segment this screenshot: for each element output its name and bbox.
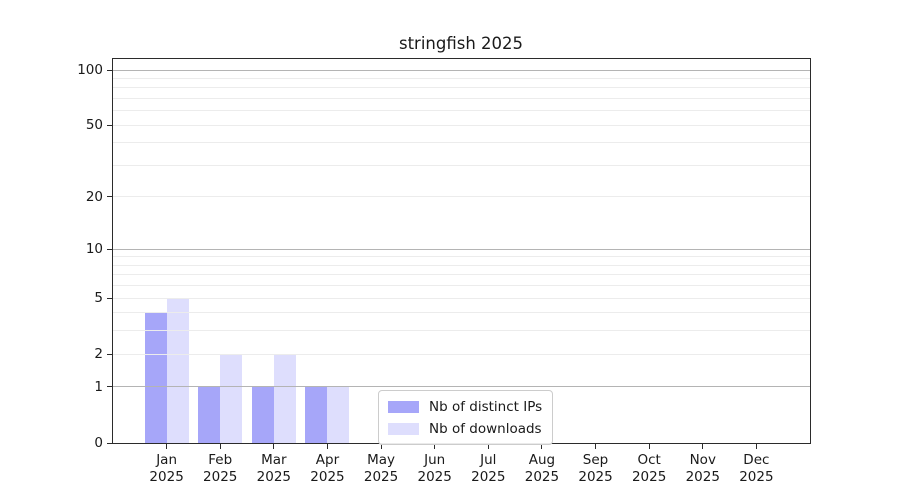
x-axis-tick-label: Feb 2025 — [203, 452, 238, 485]
chart-title: stringfish 2025 — [398, 34, 524, 53]
y-axis-tick-label: 10 — [85, 241, 103, 258]
gridline-minor — [113, 87, 810, 89]
x-axis-tick-label: Mar 2025 — [256, 452, 292, 485]
legend-item-downloads: Nb of downloads — [388, 420, 542, 437]
x-tick-mark — [326, 444, 328, 449]
legend-swatch-distinct-ips — [388, 400, 419, 413]
y-tick-mark — [107, 248, 112, 250]
x-axis-tick-label: Dec 2025 — [739, 452, 774, 485]
bar-downloads — [327, 387, 350, 443]
y-axis-tick-label: 2 — [94, 346, 103, 363]
plot-area: Nb of distinct IPs Nb of downloads — [112, 58, 811, 445]
y-tick-mark — [107, 124, 112, 126]
y-tick-mark — [107, 386, 112, 388]
gridline-minor — [113, 196, 810, 198]
y-axis-tick-label: 100 — [77, 62, 103, 78]
gridline-minor — [113, 164, 810, 166]
gridline-minor — [113, 353, 810, 355]
x-tick-mark — [380, 444, 382, 449]
y-axis-tick-label: 1 — [94, 378, 103, 395]
gridline-minor — [113, 110, 810, 112]
bar-distinct-ips — [251, 387, 274, 443]
x-tick-mark — [541, 444, 543, 449]
bar-distinct-ips — [305, 387, 328, 443]
legend-label-downloads: Nb of downloads — [429, 420, 542, 437]
y-tick-mark — [107, 353, 112, 355]
x-axis-tick-label: Jan 2025 — [149, 452, 184, 485]
gridline-major — [113, 69, 810, 71]
x-axis-tick-label: May 2025 — [363, 452, 399, 485]
y-tick-mark — [107, 196, 112, 198]
gridline-major — [113, 386, 810, 388]
gridline-minor — [113, 256, 810, 258]
legend: Nb of distinct IPs Nb of downloads — [378, 390, 554, 445]
y-axis-tick-label: 5 — [94, 290, 103, 307]
bar-downloads — [220, 354, 243, 443]
x-axis-tick-label: Jun 2025 — [417, 452, 452, 485]
gridline-minor — [113, 330, 810, 332]
gridline-minor — [113, 98, 810, 99]
gridline-minor — [113, 274, 810, 276]
x-axis-tick-label: Jul 2025 — [471, 452, 506, 485]
gridline-major — [113, 248, 810, 250]
x-tick-mark — [487, 444, 489, 449]
bar-distinct-ips — [144, 312, 167, 443]
gridline-minor — [113, 297, 810, 299]
legend-swatch-downloads — [388, 422, 419, 435]
legend-label-distinct-ips: Nb of distinct IPs — [429, 398, 543, 415]
y-axis-tick-label: 20 — [85, 188, 103, 205]
x-tick-mark — [595, 444, 597, 449]
x-tick-mark — [219, 444, 221, 449]
y-axis-tick-label: 50 — [85, 117, 103, 134]
legend-item-distinct-ips: Nb of distinct IPs — [388, 398, 542, 415]
gridline-minor — [113, 285, 810, 287]
x-axis-tick-label: Aug 2025 — [524, 452, 560, 485]
y-tick-mark — [107, 69, 112, 71]
bar-distinct-ips — [198, 387, 221, 443]
gridline-minor — [113, 312, 810, 314]
gridline-minor — [113, 142, 810, 144]
x-axis-tick-label: Apr 2025 — [310, 452, 345, 485]
gridline-minor — [113, 264, 810, 266]
y-axis-tick-label: 0 — [94, 435, 103, 451]
x-axis-tick-label: Sep 2025 — [578, 452, 613, 485]
x-tick-mark — [702, 444, 704, 449]
bar-downloads — [166, 298, 189, 443]
y-tick-mark — [107, 442, 112, 444]
x-axis-tick-label: Oct 2025 — [631, 452, 667, 485]
x-tick-mark — [273, 444, 275, 449]
x-tick-mark — [648, 444, 650, 449]
gridline-minor — [113, 124, 810, 126]
bar-downloads — [273, 354, 296, 443]
y-tick-mark — [107, 297, 112, 299]
x-axis-tick-label: Nov 2025 — [685, 452, 720, 485]
x-tick-mark — [166, 444, 168, 449]
x-tick-mark — [434, 444, 436, 449]
gridline-minor — [113, 77, 810, 79]
x-tick-mark — [755, 444, 757, 449]
